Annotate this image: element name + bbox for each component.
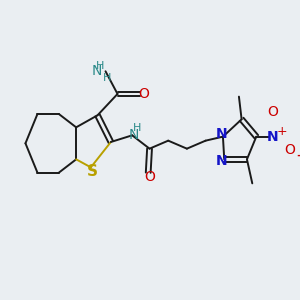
Text: O: O	[138, 87, 149, 101]
Text: H: H	[96, 61, 104, 71]
Text: +: +	[277, 125, 287, 138]
Text: O: O	[285, 143, 296, 157]
Text: N: N	[266, 130, 278, 144]
Text: N: N	[92, 64, 102, 78]
Text: O: O	[144, 170, 155, 184]
Text: H: H	[133, 123, 141, 133]
Text: H: H	[103, 73, 111, 83]
Text: N: N	[216, 154, 227, 168]
Text: -: -	[296, 146, 300, 164]
Text: O: O	[267, 105, 278, 119]
Text: N: N	[128, 128, 139, 142]
Text: N: N	[216, 127, 227, 141]
Text: S: S	[87, 164, 98, 179]
